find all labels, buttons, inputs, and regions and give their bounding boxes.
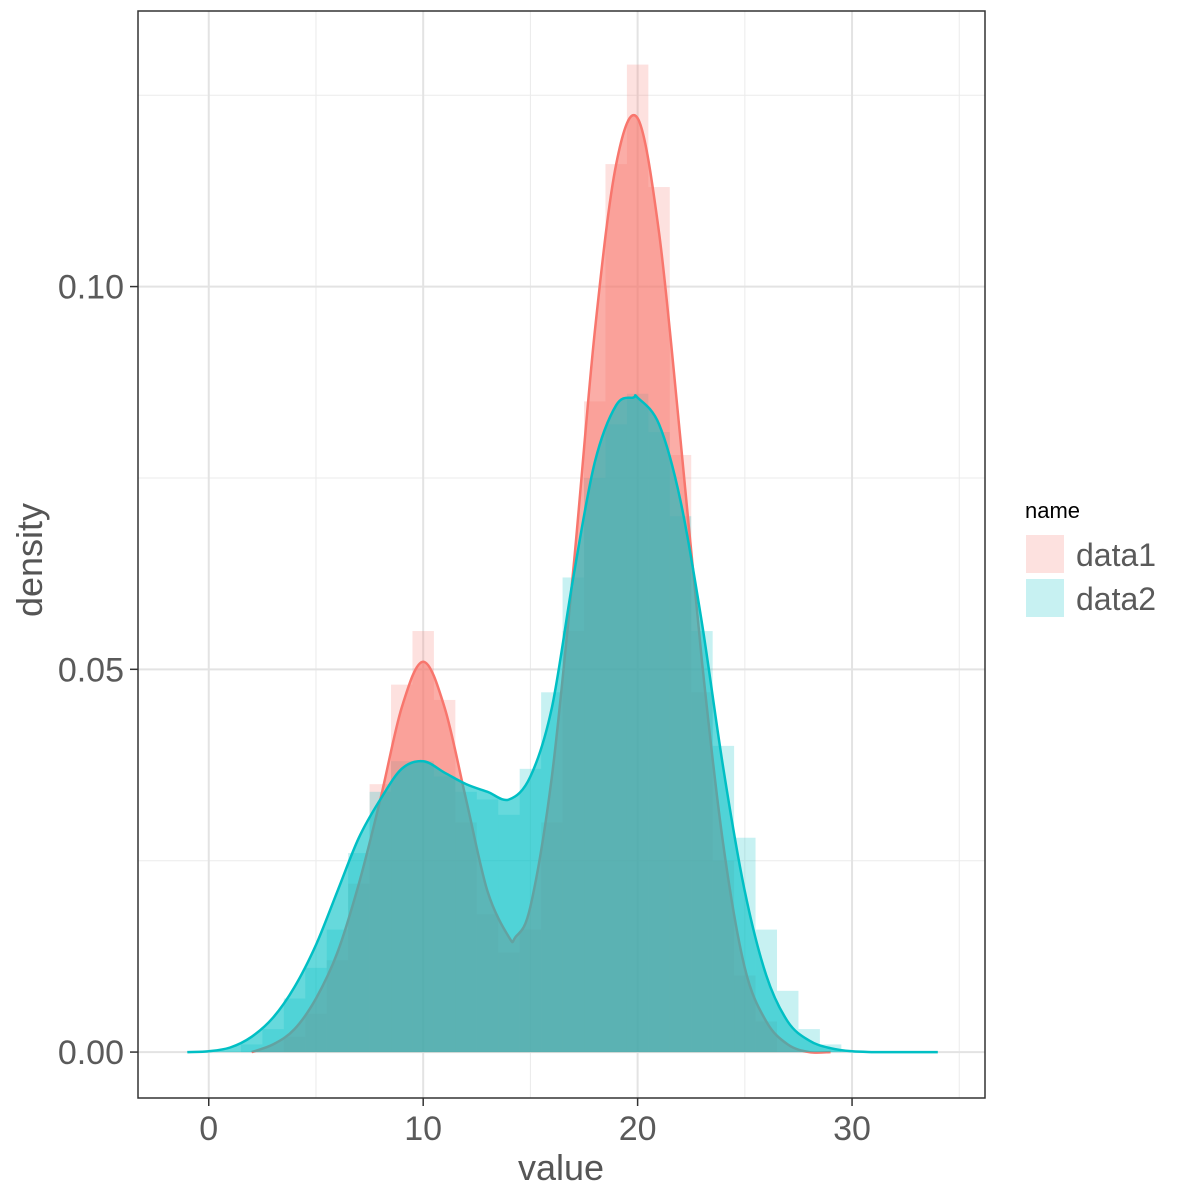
- y-tick-label-2: 0.10: [58, 269, 124, 307]
- x-tick-label-0: 0: [199, 1110, 218, 1148]
- legend: name data1 data2: [1025, 498, 1156, 617]
- legend-key-data2: [1026, 579, 1064, 617]
- x-axis-title: value: [518, 1147, 604, 1188]
- x-tick-label-1: 10: [404, 1110, 442, 1148]
- density-layer: [187, 113, 938, 1054]
- y-tick-label-1: 0.05: [58, 651, 124, 689]
- legend-key-data1: [1026, 535, 1064, 573]
- y-tick-label-0: 0.00: [58, 1034, 124, 1072]
- y-axis: 0.00 0.05 0.10: [58, 269, 138, 1072]
- minor-gridlines: [138, 11, 985, 1098]
- x-tick-label-2: 20: [619, 1110, 657, 1148]
- density-area-data2: [187, 395, 938, 1053]
- legend-label-data2: data2: [1076, 581, 1156, 617]
- y-axis-title: density: [9, 503, 50, 617]
- legend-label-data1: data1: [1076, 537, 1156, 573]
- x-axis: 0 10 20 30: [199, 1098, 871, 1148]
- legend-title: name: [1025, 498, 1080, 523]
- plot-panel-border: [137, 10, 986, 1099]
- density-line-data2: [187, 394, 938, 1054]
- x-tick-label-3: 30: [833, 1110, 871, 1148]
